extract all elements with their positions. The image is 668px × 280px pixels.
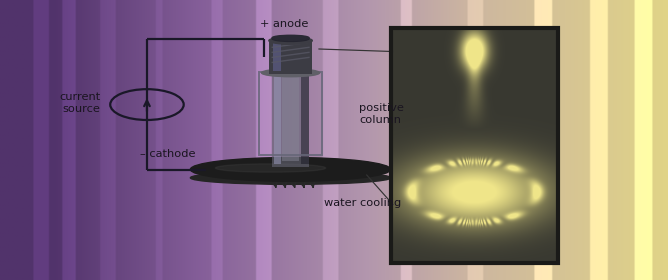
Ellipse shape xyxy=(190,171,391,184)
Bar xyxy=(301,59,309,164)
Bar xyxy=(275,59,281,164)
Ellipse shape xyxy=(272,36,309,41)
Ellipse shape xyxy=(272,35,309,40)
Bar xyxy=(269,41,313,74)
Ellipse shape xyxy=(269,37,312,44)
Ellipse shape xyxy=(215,164,326,172)
Bar xyxy=(259,72,322,155)
Text: current
source: current source xyxy=(59,92,100,114)
Text: + anode: + anode xyxy=(260,19,308,29)
Bar xyxy=(283,62,299,161)
Ellipse shape xyxy=(262,69,319,77)
Bar xyxy=(273,42,281,71)
Ellipse shape xyxy=(190,157,391,181)
Text: – cathode: – cathode xyxy=(140,149,196,159)
Text: water cooling: water cooling xyxy=(324,198,401,208)
Text: positive
column: positive column xyxy=(359,103,404,125)
Bar xyxy=(273,56,309,167)
Bar xyxy=(391,28,558,263)
